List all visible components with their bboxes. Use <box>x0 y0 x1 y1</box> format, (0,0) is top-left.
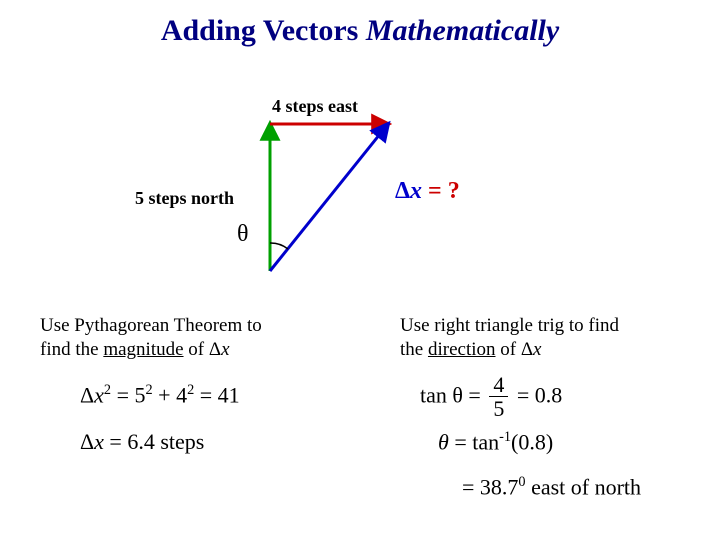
tan-rhs: = 0.8 <box>517 383 562 408</box>
north-label: 5 steps north <box>135 188 234 209</box>
left-instruction: Use Pythagorean Theorem to find the magn… <box>40 314 370 362</box>
title-part1: Adding Vectors <box>161 14 366 47</box>
inv-arg: (0.8) <box>511 429 553 454</box>
tan-frac: 4 5 <box>489 374 508 421</box>
right-delta-sym: Δ <box>521 339 533 360</box>
left-line1: Use Pythagorean Theorem to <box>40 315 262 336</box>
left-delta-x: x <box>221 339 229 360</box>
right-delta-x: x <box>533 339 541 360</box>
delta-var: x <box>410 178 422 204</box>
theta-label: θ <box>237 221 249 248</box>
pythag-eq2: Δx = 6.4 steps <box>80 429 204 455</box>
right-line1: Use right triangle trig to find <box>400 315 619 336</box>
tan-num: 4 <box>489 374 508 397</box>
left-line2a: find the <box>40 339 103 360</box>
trig-eq1: tan θ = 4 5 = 0.8 <box>420 374 562 421</box>
tan-lhs: tan θ = <box>420 383 486 408</box>
left-line2c: of <box>184 339 209 360</box>
tan-den: 5 <box>489 397 508 421</box>
right-line2a: the <box>400 339 428 360</box>
inv-sup: -1 <box>499 429 511 445</box>
right-instruction: Use right triangle trig to find the dire… <box>400 314 700 362</box>
page-title: Adding Vectors Mathematically <box>0 14 720 48</box>
pythag-eq1: Δx2 = 52 + 42 = 41 <box>80 382 240 408</box>
left-delta-sym: Δ <box>209 339 221 360</box>
delta-eq: = ? <box>422 178 460 204</box>
left-line2b: magnitude <box>103 339 183 360</box>
vector-diagram: 4 steps east 5 steps north Δx = ? θ <box>240 96 540 286</box>
right-line2c: of <box>496 339 521 360</box>
east-label: 4 steps east <box>272 96 358 117</box>
angle-arc <box>270 243 288 249</box>
right-line2b: direction <box>428 339 496 360</box>
delta-x-label: Δx = ? <box>395 178 460 205</box>
vector-svg <box>240 96 540 286</box>
title-part2: Mathematically <box>366 14 559 47</box>
delta-symbol: Δ <box>395 178 410 204</box>
trig-eq2: θ = tan-1(0.8) <box>438 429 553 455</box>
trig-eq3: = 38.70 east of north <box>462 474 641 500</box>
